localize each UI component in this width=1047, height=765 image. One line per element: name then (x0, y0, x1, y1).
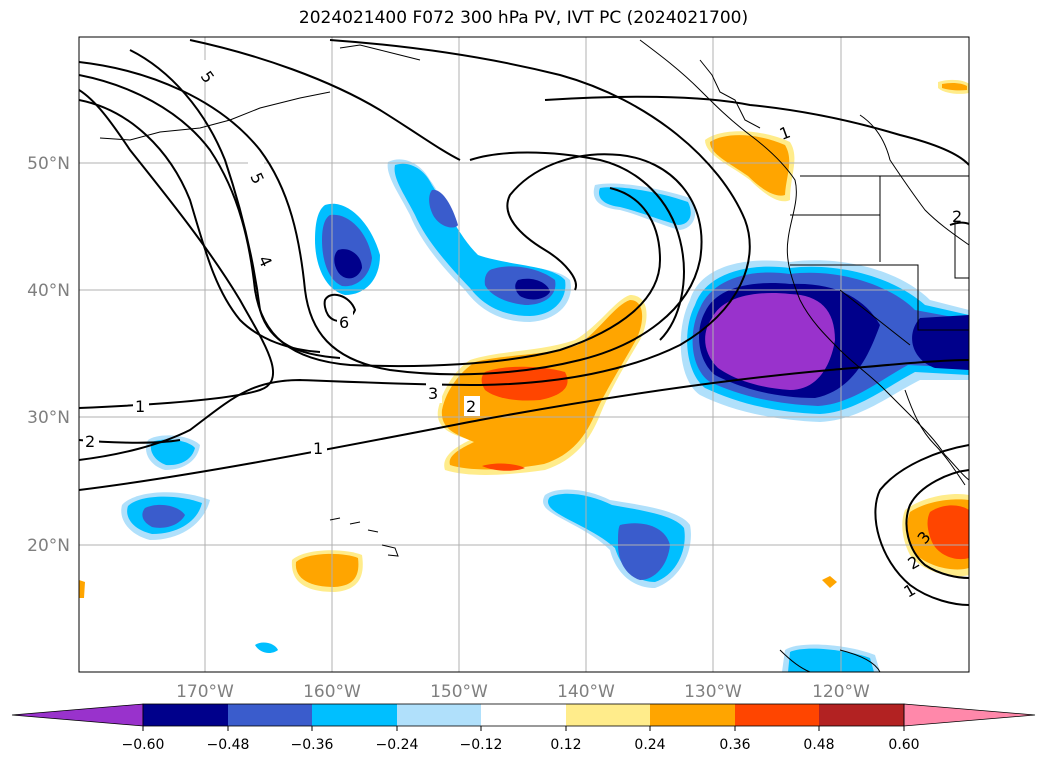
political-borders (790, 175, 969, 346)
lat-label: 30°N (27, 408, 70, 428)
colorbar-tick: 0.60 (888, 737, 919, 753)
lon-label: 160°W (303, 682, 361, 702)
colorbar-segment (228, 704, 312, 726)
colorbar-segment (735, 704, 819, 726)
lon-label: 140°W (557, 682, 615, 702)
colorbar-segment (481, 704, 566, 726)
contour-label: 2 (85, 432, 95, 451)
colorbar-segment (566, 704, 650, 726)
shade-neg-east (912, 315, 969, 370)
colorbar-tick: −0.36 (291, 737, 334, 753)
lat-label: 20°N (27, 536, 70, 556)
contour-label: 1 (135, 397, 145, 416)
colorbar-tick: 0.12 (550, 737, 581, 753)
colorbar-tick: −0.24 (376, 737, 419, 753)
contour-label: 2 (466, 397, 476, 416)
colorbar-extend-low (11, 703, 144, 727)
lat-label: 40°N (27, 281, 70, 301)
lon-label: 170°W (176, 682, 234, 702)
contour-label: 2 (952, 207, 962, 226)
map-frame (78, 36, 970, 673)
contour-label: 6 (339, 313, 349, 332)
colorbar-segment (312, 704, 397, 726)
colorbar-segment (143, 704, 228, 726)
latitude-labels: 50°N 40°N 30°N 20°N (27, 154, 70, 556)
colorbar-tick: 0.24 (634, 737, 665, 753)
colorbar-tick: 0.48 (803, 737, 834, 753)
map-title: 2024021400 F072 300 hPa PV, IVT PC (2024… (298, 8, 749, 28)
colorbar-tick: 0.36 (719, 737, 750, 753)
map-panel: 5 5 4 6 3 2 1 1 2 1 2 2 3 1 (79, 37, 969, 672)
graticule (79, 37, 969, 672)
colorbar-segment (650, 704, 735, 726)
colorbar: −0.60 −0.48 −0.36 −0.24 −0.12 0.12 0.24 … (11, 703, 1036, 753)
lat-label: 50°N (27, 154, 70, 174)
contour-label: 1 (313, 439, 323, 458)
contour-label: 3 (428, 384, 438, 403)
longitude-labels: 170°W 160°W 150°W 140°W 130°W 120°W (176, 682, 870, 702)
shading-layer (79, 79, 969, 672)
lon-label: 130°W (684, 682, 742, 702)
shade-neg-5 (705, 293, 835, 390)
colorbar-segment (397, 704, 481, 726)
colorbar-tick: −0.12 (460, 737, 503, 753)
colorbar-segment (819, 704, 904, 726)
lon-label: 150°W (430, 682, 488, 702)
colorbar-tick: −0.60 (122, 737, 165, 753)
colorbar-extend-high (903, 703, 1036, 727)
coastlines (99, 39, 969, 672)
colorbar-tick: −0.48 (207, 737, 250, 753)
lon-label: 120°W (812, 682, 870, 702)
